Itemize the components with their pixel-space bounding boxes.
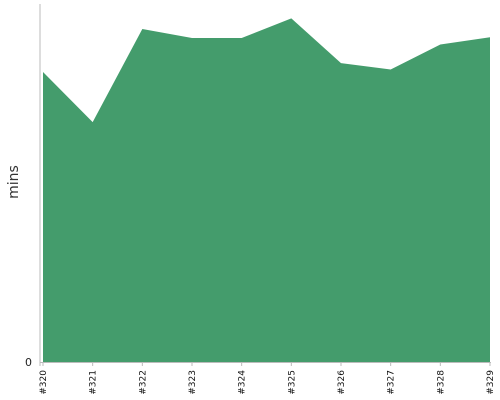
x-tick-label: #327 — [387, 370, 397, 395]
x-tick-label: #321 — [89, 370, 99, 395]
x-tick-label: #328 — [436, 370, 446, 395]
x-tick-label: #324 — [238, 370, 248, 395]
area-series — [43, 18, 490, 362]
axes — [39, 4, 491, 366]
x-tick-label: #320 — [39, 370, 49, 395]
y-axis-title: mins — [6, 165, 22, 199]
plot-area — [43, 18, 490, 362]
x-tick-label: #323 — [188, 370, 198, 395]
y-tick-label: 0 — [25, 356, 32, 369]
x-tick-label: #325 — [287, 370, 297, 395]
x-tick-label: #329 — [486, 370, 496, 395]
y-axis-ticks: 0 — [25, 356, 32, 369]
x-axis-ticks: #320 #321 #322 #323 #324 #325 #326 #327 #328 #329 — [39, 362, 496, 395]
x-tick-label: #326 — [337, 370, 347, 395]
x-tick-label: #322 — [138, 370, 148, 395]
